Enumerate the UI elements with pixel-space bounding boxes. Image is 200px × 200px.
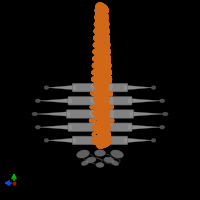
Ellipse shape (151, 139, 156, 142)
Ellipse shape (44, 86, 49, 89)
FancyBboxPatch shape (68, 97, 132, 105)
Polygon shape (39, 98, 72, 103)
Ellipse shape (86, 157, 96, 163)
Ellipse shape (96, 163, 104, 167)
Ellipse shape (81, 161, 89, 165)
Ellipse shape (35, 125, 40, 129)
Polygon shape (128, 98, 161, 103)
Polygon shape (124, 138, 153, 143)
Ellipse shape (77, 150, 89, 158)
Polygon shape (47, 85, 76, 90)
Ellipse shape (32, 112, 37, 116)
Ellipse shape (163, 112, 168, 116)
Ellipse shape (95, 150, 106, 156)
FancyBboxPatch shape (72, 83, 128, 92)
FancyBboxPatch shape (68, 123, 132, 131)
Polygon shape (130, 112, 164, 116)
Ellipse shape (160, 99, 165, 103)
Ellipse shape (44, 139, 49, 142)
Polygon shape (128, 125, 161, 130)
Ellipse shape (35, 99, 40, 103)
FancyBboxPatch shape (72, 136, 128, 145)
Ellipse shape (111, 161, 119, 165)
Polygon shape (39, 125, 72, 130)
Ellipse shape (111, 150, 123, 158)
Ellipse shape (104, 157, 114, 163)
Ellipse shape (160, 125, 165, 129)
FancyBboxPatch shape (66, 110, 134, 118)
Polygon shape (47, 138, 76, 143)
Polygon shape (124, 85, 153, 90)
Polygon shape (36, 112, 70, 116)
Ellipse shape (151, 86, 156, 89)
